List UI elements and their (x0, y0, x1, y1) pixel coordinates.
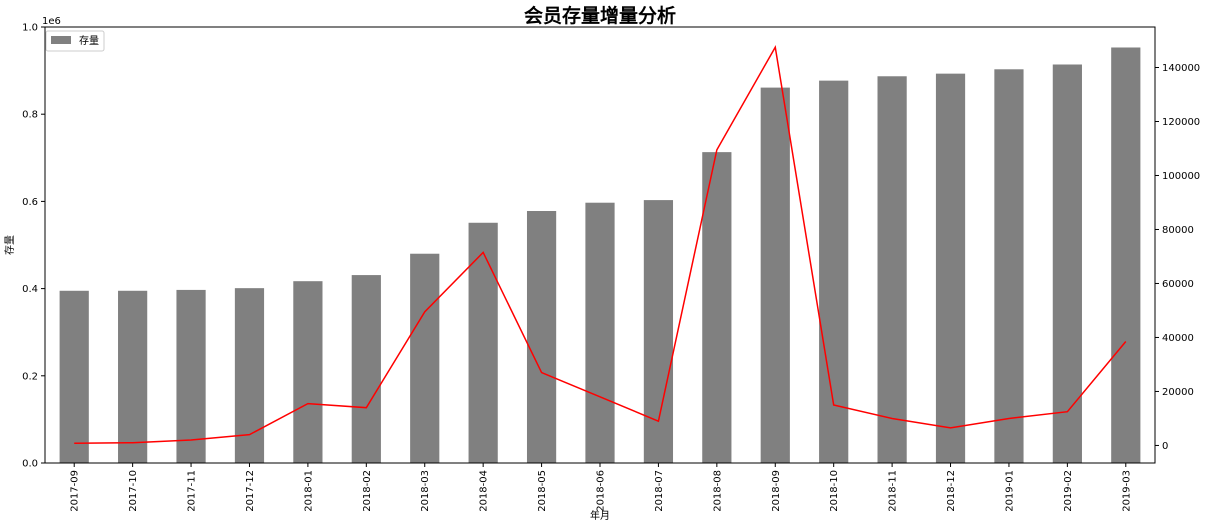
right-tick-label: 140000 (1162, 63, 1200, 74)
x-tick-label: 2018-09 (771, 470, 782, 512)
bar-2018-06 (585, 202, 615, 463)
x-tick-label: 2018-02 (362, 470, 373, 512)
legend-label: 存量 (79, 34, 99, 47)
right-tick-label: 40000 (1162, 333, 1194, 344)
legend-swatch (51, 36, 71, 44)
bar-2017-12 (234, 288, 265, 463)
x-tick-label: 2018-06 (596, 470, 607, 512)
bar-2017-11 (176, 289, 206, 463)
bar-2019-02 (1052, 64, 1082, 463)
left-tick-label: 0.0 (22, 459, 38, 470)
x-tick-label: 2018-11 (888, 470, 899, 512)
x-tick-label: 2018-07 (654, 470, 665, 512)
bar-2018-10 (819, 80, 849, 464)
x-axis: 2017-09 2017-10 2017-11 2017-12 2018-01 2018-… (70, 463, 1132, 512)
bar-2017-10 (118, 290, 148, 463)
right-tick-label: 120000 (1162, 117, 1200, 128)
left-y-axis: 0.0 0.2 0.4 0.6 0.8 1.0 (22, 23, 45, 470)
chart-title: 会员存量增量分析 (524, 4, 676, 27)
bar-2018-01 (293, 281, 323, 463)
right-tick-label: 100000 (1162, 171, 1200, 182)
bar-2018-04 (468, 222, 498, 463)
y-axis-label: 存量 (3, 235, 16, 255)
left-tick-label: 0.8 (22, 110, 38, 121)
x-tick-label: 2017-10 (128, 470, 139, 512)
left-tick-label: 1.0 (22, 23, 38, 34)
x-tick-label: 2017-12 (245, 470, 256, 512)
right-tick-label: 60000 (1162, 279, 1194, 290)
bars-layer (59, 47, 1141, 464)
x-tick-label: 2018-12 (946, 470, 957, 512)
bar-2018-07 (643, 200, 674, 464)
bar-2019-03 (1111, 47, 1141, 463)
right-tick-label: 80000 (1162, 225, 1194, 236)
x-tick-label: 2018-04 (479, 470, 490, 512)
bar-2018-12 (935, 73, 966, 463)
x-tick-label: 2017-09 (70, 470, 81, 512)
x-tick-label: 2018-03 (420, 470, 431, 512)
legend: 存量 (45, 30, 105, 52)
bar-2018-02 (351, 275, 381, 463)
x-tick-label: 2018-10 (829, 470, 840, 512)
right-tick-label: 20000 (1162, 387, 1194, 398)
bar-2019-01 (994, 69, 1024, 464)
bar-2018-08 (702, 152, 732, 463)
bar-2018-11 (877, 76, 907, 463)
x-tick-label: 2019-01 (1004, 470, 1015, 512)
y-axis-offset-label: 1e6 (42, 16, 61, 27)
bar-2018-09 (760, 87, 790, 463)
increment-line (74, 45, 1127, 445)
bar-2017-09 (59, 290, 89, 463)
left-tick-label: 0.6 (22, 197, 38, 208)
line-layer (74, 45, 1127, 445)
x-tick-label: 2019-02 (1063, 470, 1074, 512)
left-tick-label: 0.2 (22, 371, 38, 382)
x-tick-label: 2017-11 (187, 470, 198, 512)
right-tick-label: 0 (1162, 441, 1168, 452)
bar-2018-03 (410, 253, 440, 463)
left-tick-label: 0.4 (22, 284, 38, 295)
x-axis-label: 年月 (590, 509, 610, 522)
x-tick-label: 2019-03 (1121, 470, 1132, 512)
right-y-axis: 0 20000 40000 60000 80000 100000 120000 140000 (1155, 63, 1200, 452)
bar-2018-05 (526, 210, 557, 463)
x-tick-label: 2018-05 (537, 470, 548, 512)
x-tick-label: 2018-01 (303, 470, 314, 512)
x-tick-label: 2018-08 (712, 470, 723, 512)
